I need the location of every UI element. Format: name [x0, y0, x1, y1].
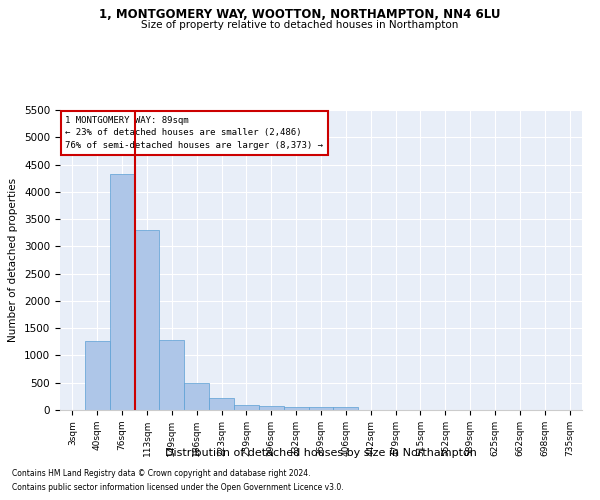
Bar [184, 384, 209, 410]
Bar [284, 407, 308, 410]
Text: 1 MONTGOMERY WAY: 89sqm
← 23% of detached houses are smaller (2,486)
76% of semi: 1 MONTGOMERY WAY: 89sqm ← 23% of detache… [65, 116, 323, 150]
Text: 1, MONTGOMERY WAY, WOOTTON, NORTHAMPTON, NN4 6LU: 1, MONTGOMERY WAY, WOOTTON, NORTHAMPTON,… [99, 8, 501, 20]
Bar [160, 340, 184, 410]
Bar [234, 404, 259, 410]
Bar [259, 406, 284, 410]
Bar [134, 230, 160, 410]
Y-axis label: Number of detached properties: Number of detached properties [8, 178, 19, 342]
Bar [308, 407, 334, 410]
Text: Distribution of detached houses by size in Northampton: Distribution of detached houses by size … [165, 448, 477, 458]
Text: Size of property relative to detached houses in Northampton: Size of property relative to detached ho… [142, 20, 458, 30]
Bar [110, 174, 134, 410]
Bar [85, 340, 110, 410]
Text: Contains HM Land Registry data © Crown copyright and database right 2024.: Contains HM Land Registry data © Crown c… [12, 468, 311, 477]
Bar [334, 407, 358, 410]
Bar [209, 398, 234, 410]
Text: Contains public sector information licensed under the Open Government Licence v3: Contains public sector information licen… [12, 484, 344, 492]
